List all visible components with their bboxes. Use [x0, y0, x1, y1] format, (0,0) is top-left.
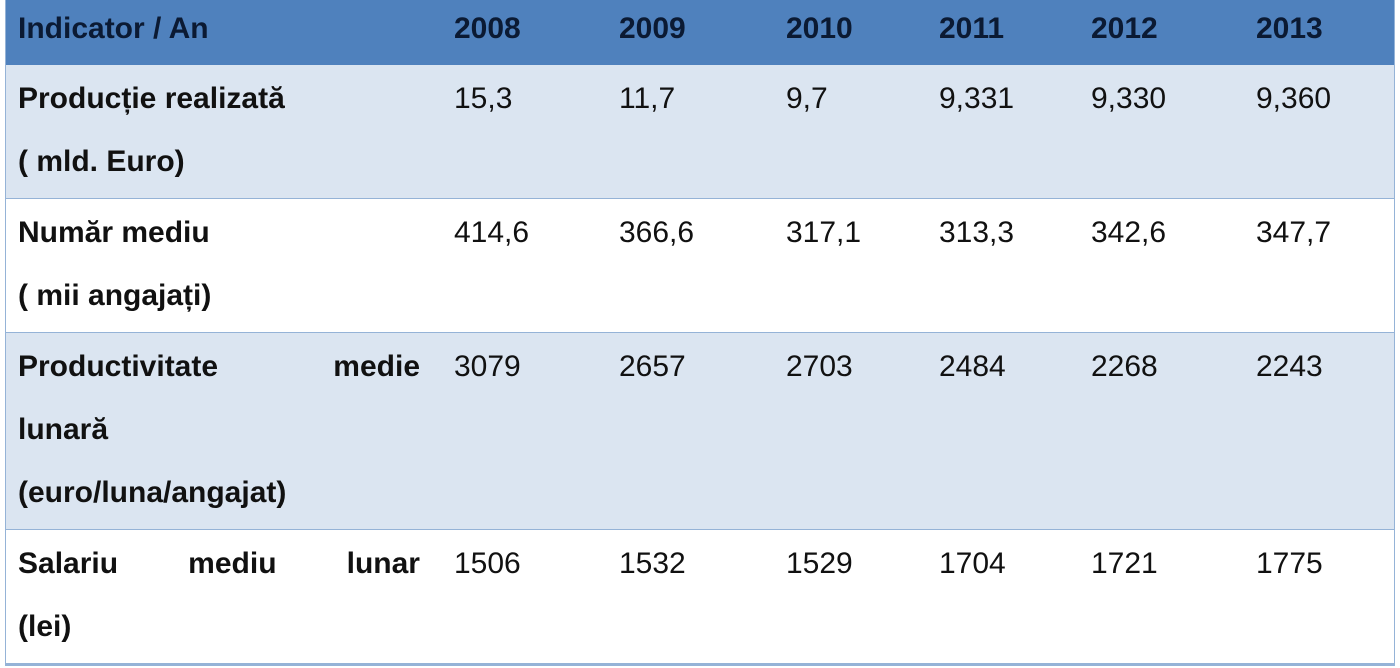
- value-cell: 1529: [786, 547, 853, 580]
- label-line: Productivitate medie: [18, 350, 420, 383]
- row-label: Productivitate medie lunară (euro/luna/ang…: [18, 335, 420, 524]
- value-cell: 11,7: [619, 82, 676, 115]
- value-cell: 342,6: [1091, 216, 1167, 249]
- value-cell: 313,3: [939, 216, 1015, 249]
- value-cell: 9,330: [1091, 82, 1167, 115]
- label-line: (euro/luna/angajat): [18, 476, 287, 509]
- value-cell: 347,7: [1256, 216, 1332, 249]
- value-cell: 1506: [454, 547, 521, 580]
- value-cell: 9,7: [786, 82, 828, 115]
- row-label: Salariu mediu lunar (lei): [18, 532, 420, 658]
- value-cell: 317,1: [786, 216, 862, 249]
- label-line: (lei): [18, 610, 72, 643]
- header-row: Indicator / An 2008 2009 2010 2011 2012 2013: [6, 0, 1394, 65]
- value-cell: 414,6: [454, 216, 530, 249]
- table-row: Producție realizată ( mld. Euro) 15,3 11,7 9…: [6, 65, 1394, 199]
- value-cell: 2243: [1256, 350, 1323, 383]
- header-cell: 2012: [1091, 12, 1158, 45]
- value-cell: 1532: [619, 547, 686, 580]
- header-cell: 2010: [786, 12, 853, 45]
- header-cell: Indicator / An: [18, 12, 209, 45]
- table-row: Salariu mediu lunar (lei) 1506 1532 1529 1704…: [6, 530, 1394, 664]
- value-cell: 366,6: [619, 216, 695, 249]
- value-cell: 1775: [1256, 547, 1323, 580]
- label-line: Salariu mediu lunar: [18, 547, 420, 580]
- header-cell: 2013: [1256, 12, 1323, 45]
- label-line: Număr mediu: [18, 216, 210, 249]
- value-cell: 1704: [939, 547, 1006, 580]
- value-cell: 2703: [786, 350, 853, 383]
- value-cell: 9,360: [1256, 82, 1332, 115]
- label-line: ( mii angajați): [18, 279, 212, 312]
- value-cell: 15,3: [454, 82, 513, 115]
- header-cell: 2008: [454, 12, 521, 45]
- header-cell: 2009: [619, 12, 686, 45]
- row-label: Număr mediu ( mii angajați): [18, 201, 420, 327]
- label-line: lunară: [18, 413, 109, 446]
- value-cell: 1721: [1091, 547, 1158, 580]
- value-cell: 2484: [939, 350, 1006, 383]
- label-line: ( mld. Euro): [18, 145, 185, 178]
- data-table: Indicator / An 2008 2009 2010 2011 2012 2013 Pr…: [5, 0, 1395, 666]
- value-cell: 3079: [454, 350, 521, 383]
- value-cell: 2657: [619, 350, 686, 383]
- value-cell: 9,331: [939, 82, 1015, 115]
- header-cell: 2011: [939, 12, 1005, 45]
- row-label: Producție realizată ( mld. Euro): [18, 67, 420, 193]
- label-line: Producție realizată: [18, 82, 285, 115]
- value-cell: 2268: [1091, 350, 1158, 383]
- table-row: Număr mediu ( mii angajați) 414,6 366,6 317,…: [6, 199, 1394, 333]
- table-row: Productivitate medie lunară (euro/luna/ang…: [6, 333, 1394, 530]
